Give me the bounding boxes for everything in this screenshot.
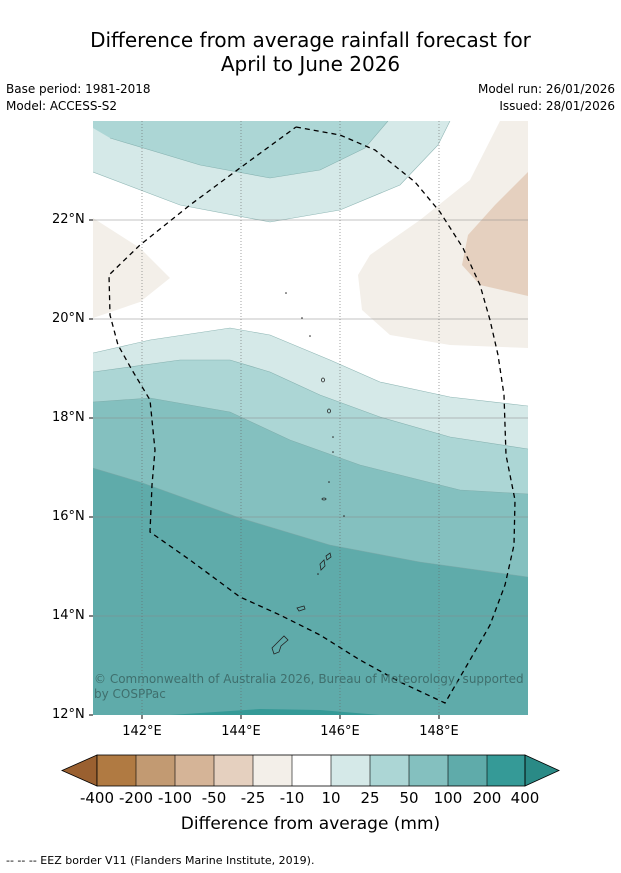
meta-right: Model run: 26/01/2026 Issued: 28/01/2026 [478, 81, 615, 115]
dry-west [93, 218, 170, 318]
colorbar [61, 754, 560, 787]
base-period: Base period: 1981-2018 [6, 82, 151, 96]
lat-label: 12°N [52, 707, 85, 722]
colorbar-tick: 100 [433, 789, 463, 807]
colorbar-under [61, 754, 98, 787]
colorbar-tick: -25 [240, 789, 266, 807]
dry-east-inner [462, 172, 528, 296]
model-run: Model run: 26/01/2026 [477, 82, 615, 96]
colorbar-tick: 25 [360, 789, 380, 807]
title-line-1: Difference from average rainfall forecas… [90, 28, 531, 52]
colorbar-tick: 400 [510, 789, 540, 807]
map-title: Difference from average rainfall forecas… [0, 28, 621, 76]
lat-label: 14°N [52, 608, 85, 623]
colorbar-over [524, 754, 560, 787]
issued-date: Issued: 28/01/2026 [499, 99, 615, 113]
model-name: Model: ACCESS-S2 [6, 99, 118, 113]
colorbar-tick: -200 [118, 789, 154, 807]
lat-label: 18°N [52, 410, 85, 425]
copyright-text: © Commonwealth of Australia 2026, Bureau… [94, 672, 524, 701]
lat-label: 20°N [52, 311, 85, 326]
dry-east [358, 121, 528, 348]
lon-label: 144°E [221, 724, 261, 739]
lon-label: 148°E [419, 724, 459, 739]
lat-label: 16°N [52, 509, 85, 524]
lat-label: 22°N [52, 212, 85, 227]
colorbar-tick: -10 [279, 789, 305, 807]
colorbar-tick: 50 [399, 789, 419, 807]
lon-label: 146°E [320, 724, 360, 739]
colorbar-label: Difference from average (mm) [180, 814, 441, 834]
lon-label: 142°E [122, 724, 162, 739]
north-band-25-50 [93, 121, 388, 178]
eez-boundary [108, 126, 516, 704]
colorbar-tick: -100 [157, 789, 193, 807]
colorbar-tick: 200 [472, 789, 502, 807]
colorbar-tick: -50 [201, 789, 227, 807]
colorbar-tick: -400 [79, 789, 115, 807]
south-band-100-200 [93, 468, 528, 715]
title-line-2: April to June 2026 [220, 52, 401, 76]
south-band-200-400 [170, 709, 380, 715]
footnote: -- -- -- EEZ border V11 (Flanders Marine… [6, 854, 315, 867]
meta-left: Base period: 1981-2018 Model: ACCESS-S2 [6, 81, 151, 115]
colorbar-tick: 10 [321, 789, 341, 807]
